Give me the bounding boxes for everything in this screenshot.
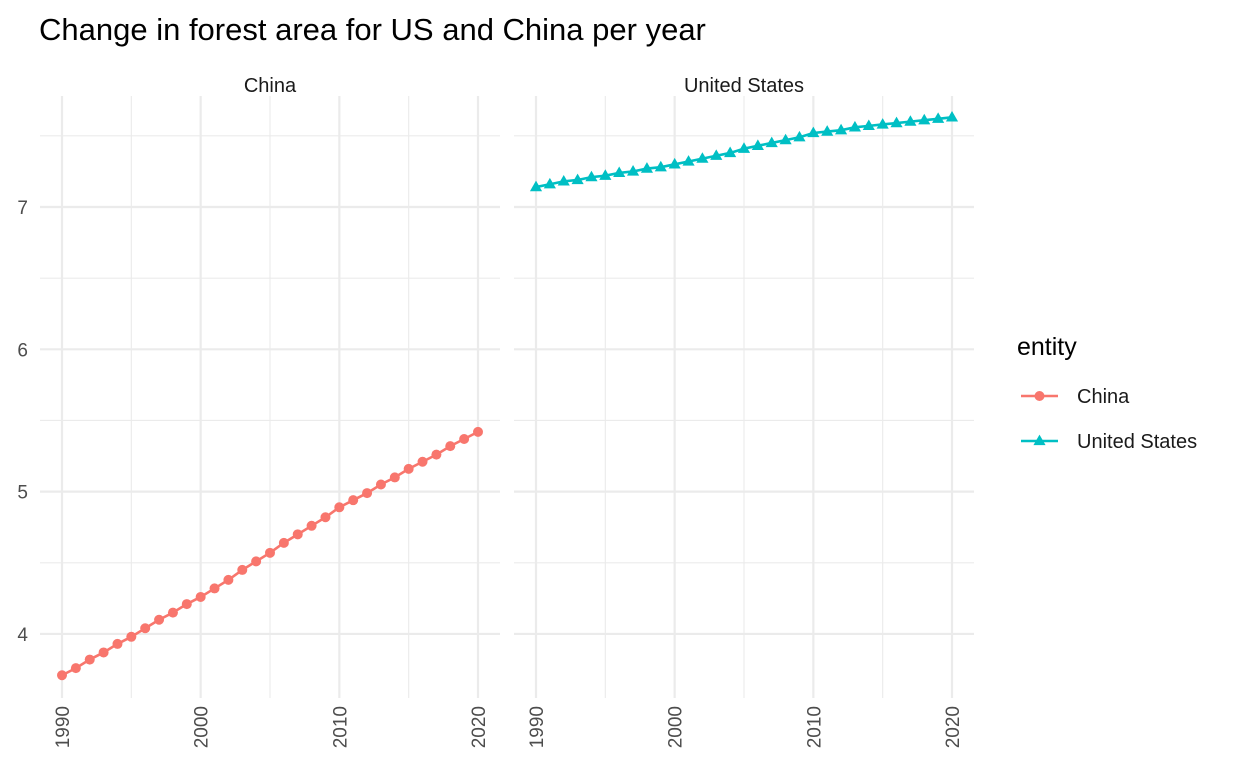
data-point-china: [251, 556, 262, 567]
data-point-china: [98, 647, 109, 658]
x-tick-label-china: 2020: [469, 706, 490, 748]
facet-panel-united-states: United States 1990 2000 2010 2020: [514, 75, 974, 748]
data-point-china: [375, 479, 386, 490]
data-point-united-states: [918, 113, 931, 125]
x-tick-label-china: 1990: [53, 706, 74, 748]
data-point-china: [167, 607, 178, 618]
data-point-china: [126, 631, 137, 642]
data-point-united-states: [737, 142, 751, 153]
x-tick-label-united-states: 2010: [804, 706, 825, 748]
data-point-united-states: [862, 119, 875, 131]
data-point-united-states: [779, 133, 792, 145]
y-tick-label: 6: [17, 340, 28, 361]
data-point-united-states: [529, 180, 543, 192]
data-point-united-states: [640, 162, 654, 173]
data-point-china: [348, 495, 359, 506]
data-point-united-states: [904, 115, 917, 126]
facet-strip-label-china: China: [244, 75, 297, 97]
y-tick-label: 4: [17, 625, 28, 646]
data-point-china: [459, 433, 470, 444]
legend: entity China United States: [1017, 333, 1197, 453]
legend-key-marker-united-states: [1033, 434, 1046, 446]
data-point-united-states: [599, 169, 612, 180]
data-point-china: [209, 583, 220, 594]
data-point-united-states: [932, 112, 945, 123]
data-point-united-states: [793, 130, 806, 142]
data-point-china: [265, 547, 275, 558]
data-point-united-states: [724, 146, 737, 158]
legend-title: entity: [1017, 333, 1077, 361]
data-point-china: [431, 449, 442, 460]
data-point-united-states: [945, 110, 959, 122]
data-point-united-states: [626, 165, 640, 176]
data-point-china: [306, 520, 317, 531]
data-point-china: [84, 654, 95, 665]
data-point-united-states: [848, 120, 862, 132]
y-tick-label: 7: [17, 198, 28, 219]
x-tick-label-china: 2010: [330, 706, 351, 748]
data-point-united-states: [807, 126, 820, 138]
data-point-china: [417, 456, 428, 467]
data-point-china: [320, 512, 331, 523]
x-tick-label-china: 2000: [192, 706, 213, 748]
data-point-united-states: [557, 174, 570, 186]
data-point-china: [223, 574, 234, 585]
data-point-united-states: [543, 177, 556, 189]
legend-label-china: China: [1077, 386, 1130, 408]
data-point-china: [181, 599, 192, 610]
x-tick-label-united-states: 2000: [666, 706, 687, 748]
data-point-china: [237, 564, 248, 575]
data-point-china: [389, 472, 400, 483]
data-point-united-states: [613, 166, 626, 178]
data-point-united-states: [668, 157, 681, 169]
data-point-united-states: [765, 136, 778, 148]
data-point-china: [473, 426, 483, 437]
y-axis: 4 5 6 7: [17, 198, 28, 646]
data-point-united-states: [585, 170, 598, 182]
data-point-china: [140, 623, 151, 634]
data-point-china: [278, 537, 289, 548]
data-point-united-states: [821, 125, 834, 136]
data-point-united-states: [751, 139, 764, 150]
legend-items: China United States: [1021, 386, 1197, 453]
x-tick-label-united-states: 1990: [527, 706, 548, 748]
data-point-united-states: [696, 152, 709, 163]
data-point-china: [403, 463, 414, 474]
data-point-china: [112, 638, 123, 649]
data-point-united-states: [876, 118, 889, 129]
data-point-china: [292, 529, 303, 540]
data-point-china: [445, 441, 456, 452]
data-point-united-states: [571, 173, 584, 185]
legend-key-marker-china: [1034, 391, 1045, 401]
data-point-china: [57, 670, 67, 681]
data-point-china: [362, 488, 373, 499]
data-point-united-states: [890, 116, 903, 128]
data-point-china: [334, 502, 345, 513]
data-point-united-states: [834, 123, 848, 135]
facet-strip-label-united-states: United States: [684, 75, 804, 97]
data-point-china: [195, 591, 206, 602]
y-tick-label: 5: [17, 483, 28, 504]
chart-title: Change in forest area for US and China p…: [39, 12, 706, 47]
data-point-china: [154, 614, 165, 625]
facet-panel-china: China 1990 2000 2010 2020: [40, 75, 500, 748]
data-point-united-states: [654, 160, 667, 172]
data-point-united-states: [710, 149, 723, 160]
data-point-united-states: [682, 155, 695, 166]
data-point-china: [70, 663, 81, 674]
x-tick-label-united-states: 2020: [943, 706, 964, 748]
legend-label-united-states: United States: [1077, 431, 1197, 453]
